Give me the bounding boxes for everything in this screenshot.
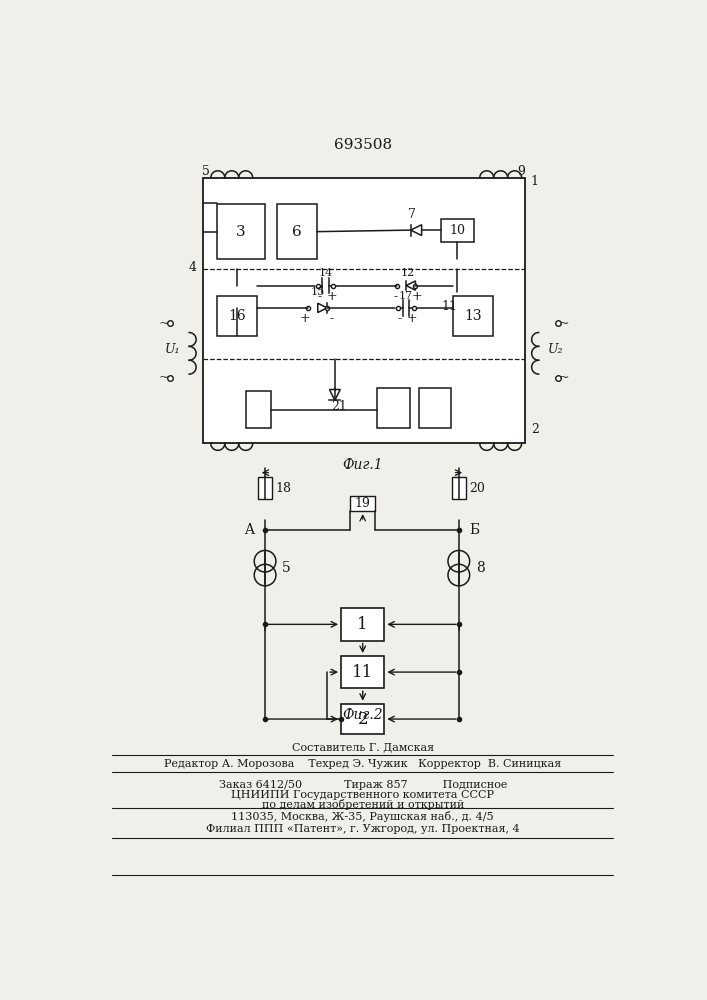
Bar	[276, 204, 317, 259]
Text: Редактор А. Морозова    Техред Э. Чужик   Корректор  В. Синицкая: Редактор А. Морозова Техред Э. Чужик Кор…	[164, 759, 561, 769]
Text: 5: 5	[202, 165, 210, 178]
Text: 20: 20	[469, 482, 486, 495]
Text: 21: 21	[331, 400, 346, 413]
Text: 2: 2	[358, 711, 368, 728]
Text: 1: 1	[358, 616, 368, 633]
Text: 10: 10	[449, 224, 465, 237]
Bar	[341, 656, 385, 688]
Text: 16: 16	[228, 309, 246, 323]
Text: 7: 7	[409, 208, 416, 221]
Bar	[341, 608, 385, 641]
Text: U₂: U₂	[548, 343, 563, 356]
Text: -: -	[329, 312, 334, 325]
Text: 4: 4	[189, 261, 197, 274]
Text: 3: 3	[236, 225, 246, 239]
Text: 15: 15	[310, 287, 325, 297]
Text: Заказ 6412/50            Тираж 857          Подписное: Заказ 6412/50 Тираж 857 Подписное	[218, 780, 507, 790]
Bar	[258, 477, 272, 499]
Text: ~: ~	[559, 371, 568, 384]
Text: 11: 11	[442, 300, 457, 313]
Bar	[341, 704, 385, 734]
Text: -: -	[317, 290, 322, 303]
Text: +: +	[407, 312, 418, 325]
Bar	[203, 178, 525, 443]
Text: Фиг.2: Фиг.2	[342, 708, 383, 722]
Bar	[441, 219, 474, 242]
Text: Фиг.1: Фиг.1	[342, 458, 383, 472]
Text: ~: ~	[159, 317, 170, 330]
Bar	[378, 388, 410, 428]
Text: +: +	[411, 290, 422, 303]
Text: A: A	[244, 523, 255, 537]
Text: 14: 14	[318, 268, 333, 278]
Text: Составитель Г. Дамская: Составитель Г. Дамская	[292, 742, 434, 752]
Text: ~: ~	[559, 317, 568, 330]
Text: 5: 5	[282, 561, 291, 575]
Text: 1: 1	[531, 175, 539, 188]
Text: 9: 9	[518, 165, 525, 178]
Bar	[452, 477, 466, 499]
Text: Филиал ППП «Патент», г. Ужгород, ул. Проектная, 4: Филиал ППП «Патент», г. Ужгород, ул. Про…	[206, 824, 520, 834]
Text: ~: ~	[159, 371, 170, 384]
Text: 693508: 693508	[334, 138, 392, 152]
Text: 2: 2	[531, 423, 539, 436]
Text: 17: 17	[399, 291, 413, 301]
Text: 113035, Москва, Ж-35, Раушская наб., д. 4/5: 113035, Москва, Ж-35, Раушская наб., д. …	[231, 811, 494, 822]
Text: 6: 6	[292, 225, 302, 239]
Text: +: +	[327, 290, 337, 303]
Text: Б: Б	[469, 523, 480, 537]
Bar	[217, 204, 265, 259]
Text: ЦНИИПИ Государственного комитета СССР: ЦНИИПИ Государственного комитета СССР	[231, 790, 494, 800]
Text: по делам изобретений и открытий: по делам изобретений и открытий	[262, 799, 464, 810]
Bar	[351, 496, 375, 511]
Text: 13: 13	[464, 309, 481, 323]
Text: 19: 19	[355, 497, 370, 510]
Text: U₁: U₁	[164, 343, 180, 356]
Text: 12: 12	[401, 268, 415, 278]
Text: 8: 8	[476, 561, 484, 575]
Bar	[246, 391, 271, 428]
Text: 18: 18	[276, 482, 292, 495]
Text: -: -	[398, 312, 402, 325]
Bar	[452, 296, 493, 336]
Text: 11: 11	[352, 664, 373, 681]
Text: +: +	[300, 312, 310, 325]
Bar	[217, 296, 257, 336]
Bar	[419, 388, 451, 428]
Text: -: -	[393, 290, 397, 303]
